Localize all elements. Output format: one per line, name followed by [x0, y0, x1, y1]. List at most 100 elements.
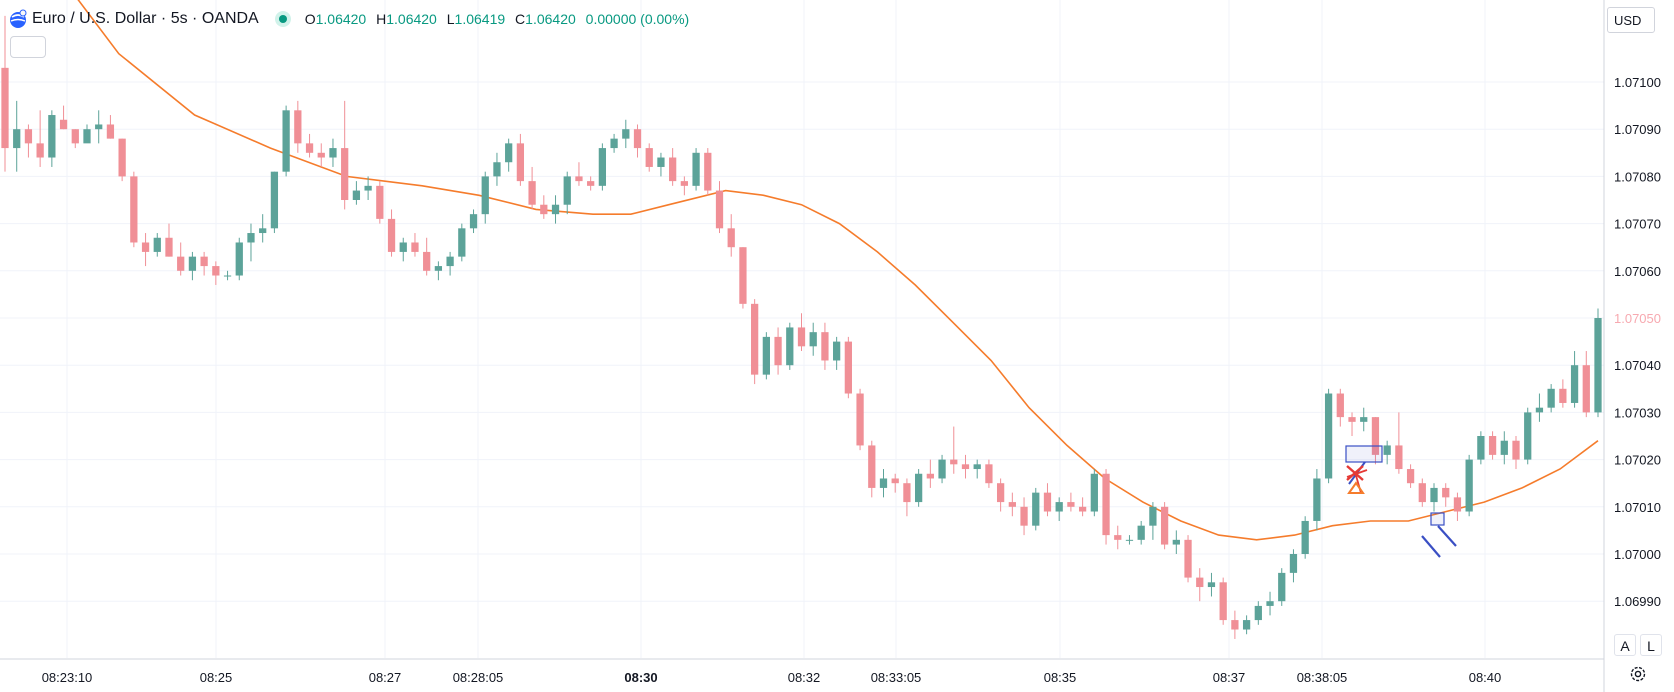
candle[interactable]	[751, 299, 759, 385]
candle[interactable]	[1172, 530, 1180, 554]
candle[interactable]	[259, 214, 267, 243]
candle[interactable]	[1430, 483, 1438, 512]
candle[interactable]	[493, 152, 501, 186]
candle[interactable]	[1547, 384, 1555, 413]
candle[interactable]	[446, 251, 454, 276]
candle[interactable]	[1524, 407, 1532, 465]
candle[interactable]	[223, 270, 232, 281]
rectangle-drawing[interactable]	[1430, 512, 1445, 526]
candle[interactable]	[1535, 393, 1544, 422]
candle[interactable]	[364, 176, 372, 200]
candle[interactable]	[387, 209, 396, 257]
candle[interactable]	[1254, 601, 1262, 625]
candle[interactable]	[294, 100, 302, 153]
currency-selector[interactable]: USD	[1607, 7, 1655, 33]
candle[interactable]	[633, 124, 642, 158]
candle[interactable]	[83, 124, 91, 144]
market-status-icon[interactable]	[274, 11, 291, 27]
candle[interactable]	[1477, 431, 1485, 465]
candle[interactable]	[727, 214, 735, 257]
candle[interactable]	[610, 133, 618, 153]
candle[interactable]	[516, 133, 525, 186]
candle[interactable]	[762, 332, 770, 380]
candle[interactable]	[950, 426, 958, 474]
candle[interactable]	[786, 322, 794, 370]
candle[interactable]	[774, 327, 782, 375]
candle[interactable]	[1, 15, 9, 172]
candle[interactable]	[165, 223, 173, 257]
candle[interactable]	[1137, 520, 1145, 545]
candle[interactable]	[212, 261, 220, 285]
candle[interactable]	[1383, 440, 1391, 465]
moving-average-line[interactable]	[5, 0, 1599, 541]
candle[interactable]	[411, 233, 419, 257]
candle[interactable]	[669, 148, 677, 186]
candle[interactable]	[1266, 591, 1274, 616]
candle[interactable]	[1102, 469, 1110, 545]
candle[interactable]	[1219, 577, 1227, 625]
candle[interactable]	[235, 237, 243, 281]
candle[interactable]	[481, 171, 489, 224]
candle[interactable]	[1032, 487, 1040, 531]
candle[interactable]	[551, 195, 560, 224]
candle[interactable]	[1078, 497, 1087, 517]
candle[interactable]	[844, 336, 852, 399]
candle[interactable]	[868, 440, 876, 498]
candlestick-series[interactable]	[1, 15, 1602, 639]
candle[interactable]	[891, 473, 899, 493]
candle[interactable]	[657, 152, 665, 177]
candle[interactable]	[1313, 469, 1321, 531]
candle[interactable]	[200, 251, 208, 276]
candle[interactable]	[915, 469, 923, 507]
candle[interactable]	[13, 100, 21, 172]
candle[interactable]	[587, 176, 595, 191]
candle[interactable]	[1488, 431, 1497, 460]
candle[interactable]	[36, 110, 44, 167]
candle[interactable]	[59, 105, 68, 130]
candle[interactable]	[1020, 497, 1028, 536]
candle[interactable]	[1348, 412, 1356, 436]
candle[interactable]	[1242, 615, 1251, 635]
candle[interactable]	[879, 469, 888, 498]
candle[interactable]	[1160, 502, 1169, 550]
candle[interactable]	[680, 176, 688, 196]
candle[interactable]	[1594, 308, 1602, 418]
candle[interactable]	[141, 233, 150, 267]
candle[interactable]	[153, 233, 161, 257]
candle[interactable]	[821, 322, 829, 370]
candle[interactable]	[106, 115, 115, 139]
candle[interactable]	[1196, 568, 1204, 602]
candle[interactable]	[1570, 351, 1579, 408]
candle[interactable]	[575, 162, 583, 186]
candle[interactable]	[505, 138, 513, 172]
candle[interactable]	[833, 336, 841, 370]
candle[interactable]	[540, 195, 548, 219]
gear-icon[interactable]	[1628, 664, 1648, 684]
candle[interactable]	[352, 181, 361, 205]
symbol-legend[interactable]: Euro / U.S. Dollar · 5s · OANDA O1.06420…	[8, 7, 695, 31]
candle[interactable]	[797, 313, 806, 352]
line-drawing[interactable]	[1421, 535, 1441, 558]
line-drawing[interactable]	[1437, 525, 1457, 547]
candle[interactable]	[317, 143, 325, 167]
candle[interactable]	[24, 124, 33, 158]
candle[interactable]	[1336, 388, 1344, 427]
rectangle-drawing[interactable]	[1345, 445, 1383, 463]
candle[interactable]	[376, 181, 384, 224]
legend-collapse-button[interactable]	[10, 36, 46, 58]
candle[interactable]	[423, 237, 431, 276]
candle[interactable]	[305, 133, 314, 158]
log-scale-button[interactable]: L	[1640, 634, 1662, 656]
candle[interactable]	[1043, 483, 1052, 517]
candle[interactable]	[1465, 454, 1473, 517]
candle[interactable]	[1289, 549, 1298, 583]
candle[interactable]	[1500, 431, 1508, 465]
candle[interactable]	[1278, 568, 1286, 606]
candle[interactable]	[1453, 492, 1462, 521]
candle[interactable]	[1406, 464, 1415, 488]
candle[interactable]	[341, 100, 349, 210]
candle[interactable]	[177, 242, 185, 276]
candle[interactable]	[1184, 535, 1192, 583]
